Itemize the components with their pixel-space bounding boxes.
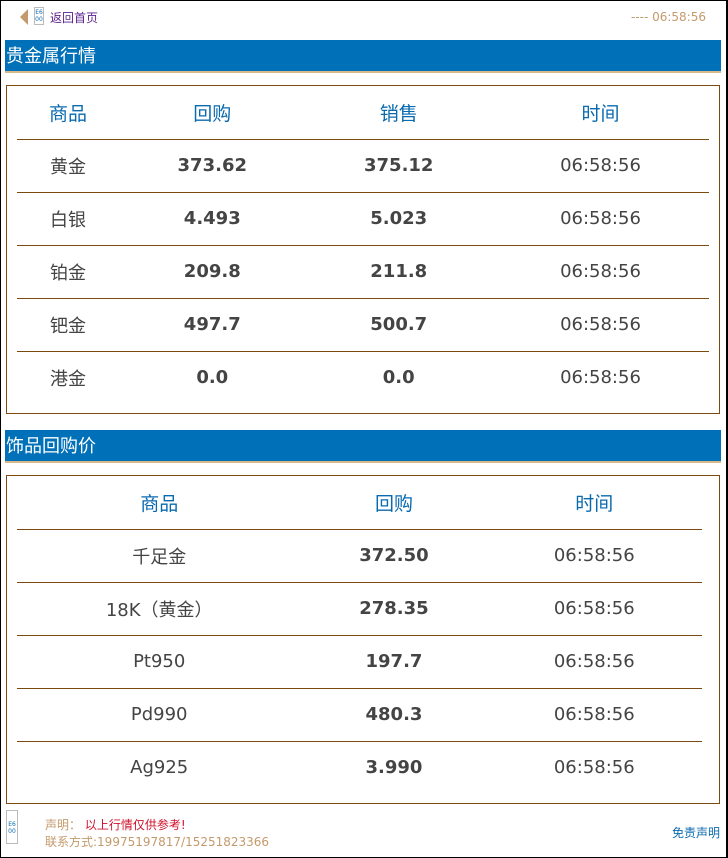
table-cell: 06:58:56 (486, 529, 702, 583)
table-cell: Pt950 (17, 635, 302, 689)
table-cell: 铂金 (17, 245, 120, 299)
precious-table-box: 商品 回购 销售 时间 黄金 373.62 375.12 06:58:56 白银 4.49… (6, 85, 720, 414)
back-home-link[interactable]: 返回首页 (50, 11, 99, 25)
table-cell: 06:58:56 (560, 367, 641, 389)
table-cell: 18K（黄金） (17, 582, 302, 636)
table-cell: 209.8 (119, 245, 306, 299)
table-cell: 06:58:56 (486, 582, 702, 636)
table-row: Pt950 197.7 06:58:56 (17, 635, 702, 689)
back-arrow-icon[interactable] (20, 9, 28, 25)
table-cell: 500.7 (305, 298, 492, 352)
table-cell: 5.023 (305, 192, 492, 246)
table-cell: 480.3 (301, 688, 487, 742)
contact-info: 联系方式:19975197817/15251823366 (45, 835, 270, 849)
table-cell: 港金 (50, 368, 87, 390)
table-row: 铂金 209.8 211.8 06:58:56 (17, 245, 709, 299)
table-cell: 白银 (17, 192, 120, 246)
table-cell: 06:58:56 (553, 757, 635, 779)
table-row: Ag925 3.990 06:58:56 (17, 741, 702, 794)
table-row: 18K（黄金） 278.35 06:58:56 (17, 582, 702, 636)
table-cell: 06:58:56 (491, 192, 709, 246)
table-cell: 06:58:56 (486, 635, 702, 689)
table-row: 千足金 372.50 06:58:56 (17, 529, 702, 583)
declaration: 声明： 以上行情仅供参考! (45, 818, 186, 832)
col-header: 时间 (486, 476, 702, 530)
table-row: Pd990 480.3 06:58:56 (17, 688, 702, 742)
table-row: 钯金 497.7 500.7 06:58:56 (17, 298, 709, 352)
table-cell: Pd990 (17, 688, 302, 742)
table-cell: 06:58:56 (491, 139, 709, 193)
broken-image-icon: E6 00 (34, 7, 44, 25)
table-cell: 黄金 (17, 139, 120, 193)
table-row: 白银 4.493 5.023 06:58:56 (17, 192, 709, 246)
clock: ---- 06:58:56 (630, 10, 706, 24)
table-cell: 0.0 (196, 367, 229, 389)
table-cell: 钯金 (17, 298, 120, 352)
table-cell: 06:58:56 (491, 298, 709, 352)
table-cell: 4.493 (119, 192, 306, 246)
table-row: 黄金 373.62 375.12 06:58:56 (17, 139, 709, 193)
jewelry-section-title: 饰品回购价 (5, 430, 721, 463)
table-cell: 211.8 (305, 245, 492, 299)
precious-table: 商品 回购 销售 时间 黄金 373.62 375.12 06:58:56 白银 4.49… (17, 86, 709, 404)
precious-section-title: 贵金属行情 (5, 40, 721, 73)
table-cell: 197.7 (301, 635, 487, 689)
table-cell: 06:58:56 (486, 688, 702, 742)
table-header: 商品 回购 销售 时间 (17, 86, 709, 140)
disclaimer-link[interactable]: 免责声明 (671, 826, 720, 840)
col-header: 回购 (301, 476, 487, 530)
col-header: 商品 (17, 86, 120, 140)
table-cell: 375.12 (305, 139, 492, 193)
table-cell: 372.50 (301, 529, 487, 583)
col-header: 时间 (491, 86, 709, 140)
col-header: 销售 (305, 86, 492, 140)
footer: E6 00 声明： 以上行情仅供参考! 联系方式:19975197817/1525… (0, 808, 728, 858)
table-cell: 3.990 (365, 757, 423, 779)
top-bar: E6 00 返回首页 ---- 06:58:56 (0, 0, 728, 36)
jewelry-table-box: 商品 回购 时间 千足金 372.50 06:58:56 18K（黄金） 278.35 0… (6, 475, 720, 804)
table-cell: 373.62 (119, 139, 306, 193)
col-header: 商品 (17, 476, 302, 530)
table-row: 港金 0.0 0.0 06:58:56 (17, 351, 709, 404)
table-cell: 278.35 (301, 582, 487, 636)
jewelry-table: 商品 回购 时间 千足金 372.50 06:58:56 18K（黄金） 278.35 0… (17, 476, 702, 794)
table-cell: 0.0 (382, 367, 415, 389)
table-cell: 06:58:56 (491, 245, 709, 299)
broken-image-icon: E6 00 (6, 810, 18, 844)
col-header: 回购 (119, 86, 306, 140)
table-cell: 497.7 (119, 298, 306, 352)
table-cell: 千足金 (17, 529, 302, 583)
table-header: 商品 回购 时间 (17, 476, 702, 530)
table-cell: Ag925 (130, 757, 189, 779)
